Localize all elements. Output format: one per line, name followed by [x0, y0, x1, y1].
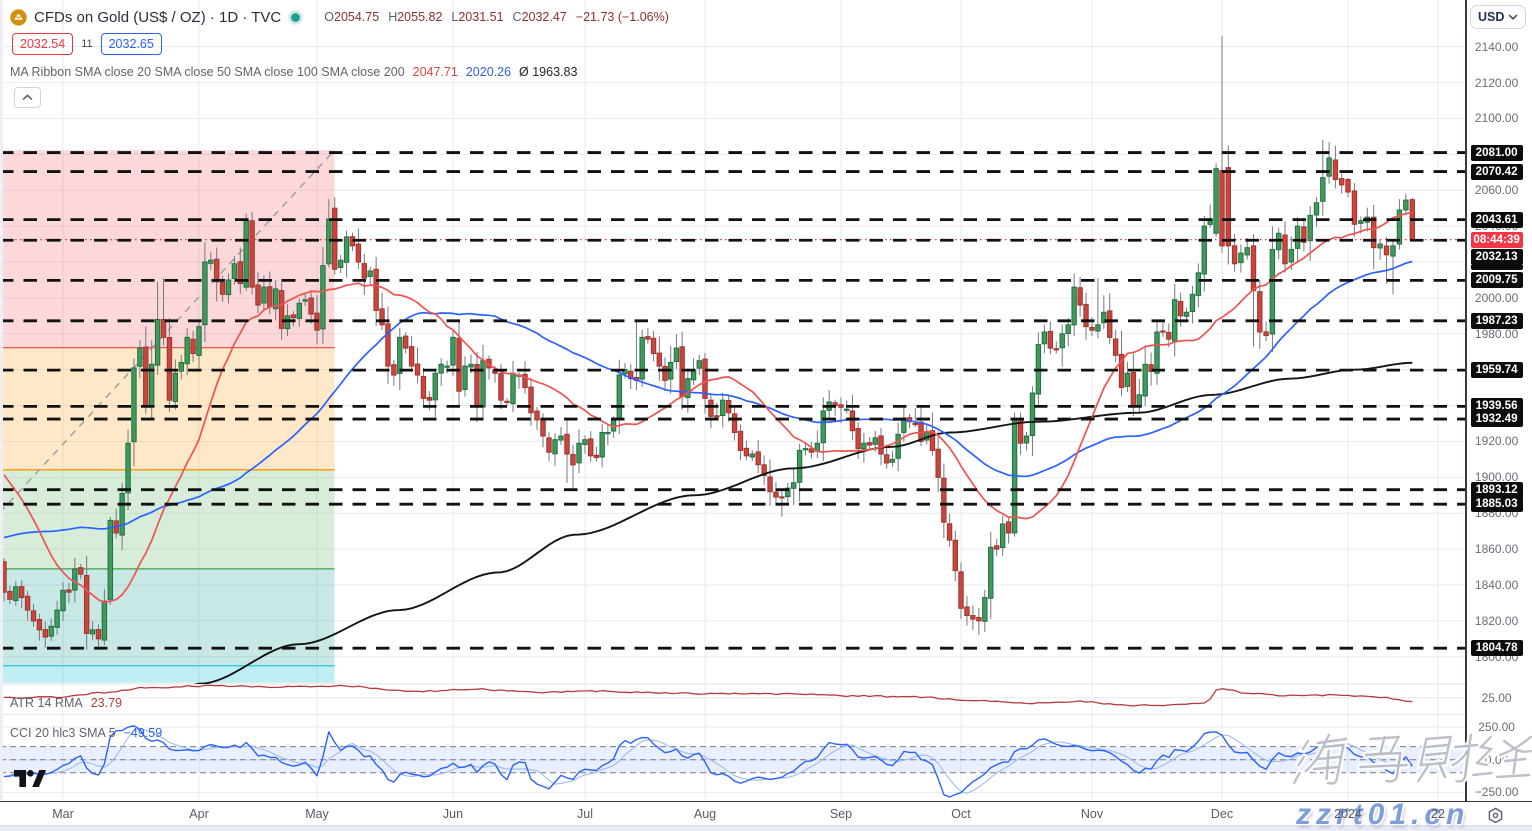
price-axis-border [1465, 0, 1467, 801]
atr-indicator-legend: ATR 14 RMA 23.79 [10, 695, 122, 711]
zone-drawing[interactable] [0, 149, 336, 683]
time-axis-label: Dec [1210, 807, 1234, 821]
price-scale-label: 1920.00 [1474, 434, 1519, 449]
atr-line [3, 684, 1413, 707]
chevron-down-icon [1508, 14, 1518, 20]
price-scale-label: 2140.00 [1474, 39, 1519, 54]
sma-20-line [3, 211, 1413, 604]
price-level-badge[interactable]: 2070.42 [1470, 163, 1523, 180]
price-scale-label: 1900.00 [1474, 470, 1519, 485]
ohlc-open: O 2054.75 [324, 10, 380, 24]
cci-line [3, 725, 1413, 798]
cci-indicator-legend: CCI 20 hlc3 SMA 5 −49.59 [10, 725, 162, 741]
symbol-legend-row: CFDs on Gold (US$ / OZ) · 1D · TVC O 2054… [10, 6, 669, 28]
site-watermark: zzrt01.cn [1296, 798, 1470, 831]
cci-scale-label: 250.00 [1478, 719, 1515, 734]
price-scale-label: 1980.00 [1474, 326, 1519, 341]
price-level-badge[interactable]: 1893.12 [1470, 481, 1523, 498]
price-level-badge[interactable]: 2009.75 [1470, 272, 1523, 289]
left-edge-strip [0, 0, 3, 800]
time-axis-label: Aug [693, 807, 717, 821]
ma-ribbon-sma20-value: 2047.71 [412, 65, 458, 79]
bar-countdown-badge[interactable]: 08:44:39 [1470, 232, 1523, 249]
chevron-up-icon [22, 94, 33, 101]
price-scale-label: 2100.00 [1474, 111, 1519, 126]
price-scale-label: 2120.00 [1474, 75, 1519, 90]
price-level-badge[interactable]: 1987.23 [1470, 312, 1523, 329]
price-level-badge[interactable]: 2032.65 [1470, 265, 1523, 270]
bottom-toolbar-strip [0, 824, 1532, 831]
tradingview-logo[interactable] [14, 770, 46, 789]
time-axis-label: May [305, 807, 329, 821]
time-axis-label: Oct [951, 807, 971, 821]
price-level-badge[interactable]: 2043.61 [1470, 211, 1523, 228]
atr-scale-label: 25.00 [1481, 690, 1512, 705]
ma-ribbon-label[interactable]: MA Ribbon SMA close 20 SMA close 50 SMA … [10, 65, 405, 79]
time-axis-label: Jun [442, 807, 464, 821]
time-axis-separator [0, 800, 1532, 803]
ohlc-close: C 2032.47 [512, 10, 567, 24]
price-scale-label: 2000.00 [1474, 290, 1519, 305]
chart-plot-area[interactable] [0, 0, 1465, 801]
gear-icon[interactable] [1487, 807, 1504, 824]
sell-button[interactable]: 2032.54 [12, 33, 74, 55]
ma-ribbon-legend: MA Ribbon SMA close 20 SMA close 50 SMA … [10, 63, 577, 81]
price-scale-label: 1840.00 [1474, 578, 1519, 592]
sma-200-line [193, 361, 1413, 684]
time-axis-label: Apr [189, 807, 209, 821]
time-axis[interactable]: Mar Apr May Jun Jul Aug Sep Oct Nov Dec 2024 22 [0, 803, 1532, 824]
price-scale-label: 2060.00 [1474, 183, 1519, 198]
ma-ribbon-sma200-value: Ø 1963.83 [519, 65, 578, 79]
cci-value: −49.59 [123, 725, 163, 740]
grid [0, 0, 1465, 801]
price-level-badge[interactable]: 2032.13 [1470, 248, 1523, 265]
time-axis-label: 22 [1431, 807, 1445, 821]
time-axis-label: Mar [52, 807, 74, 821]
time-axis-label: 2024 [1334, 807, 1362, 821]
price-axis[interactable]: 1800.00 1820.00 1840.00 1860.00 1880.00 1900.… [1467, 0, 1532, 801]
ohlc-change: −21.73 (−1.06%) [575, 10, 669, 24]
price-level-badge[interactable]: 1939.56 [1470, 398, 1523, 415]
price-scale-label: 1860.00 [1474, 542, 1519, 557]
symbol-title[interactable]: CFDs on Gold (US$ / OZ) · 1D · TVC [34, 8, 282, 26]
atr-value: 23.79 [90, 695, 122, 710]
price-level-badge[interactable]: 1932.49 [1470, 411, 1523, 428]
atr-label[interactable]: ATR 14 RMA [10, 695, 83, 710]
spread-value: 11 [81, 38, 93, 50]
time-axis-label: Nov [1080, 807, 1104, 821]
trade-widget: 2032.54 11 2032.65 [12, 32, 162, 56]
price-level-badge[interactable]: 1804.78 [1470, 640, 1523, 657]
currency-label: USD [1478, 10, 1505, 24]
ma-ribbon-sma50-value: 2020.26 [465, 65, 512, 79]
market-open-dot[interactable] [288, 9, 303, 25]
ohlc-readout: O 2054.75 H 2055.82 L 2031.51 C 2032.47 −21.… [324, 10, 669, 24]
collapse-indicators-button[interactable] [14, 87, 41, 108]
time-axis-label: Jul [577, 807, 593, 821]
price-level-badge[interactable]: 2081.00 [1470, 144, 1523, 161]
ohlc-high: H 2055.82 [388, 10, 443, 24]
currency-selector[interactable]: USD [1470, 5, 1526, 29]
price-level-badge[interactable]: 1959.74 [1470, 362, 1523, 379]
ohlc-low: L 2031.51 [451, 10, 504, 24]
buy-button[interactable]: 2032.65 [100, 33, 162, 55]
cci-scale-label: −250.00 [1474, 785, 1519, 800]
sma-50-line [3, 260, 1413, 539]
cci-band [0, 746, 1465, 774]
brand-watermark-cjk [1290, 731, 1532, 787]
price-level-badge[interactable]: 1885.03 [1470, 496, 1523, 513]
cci-label[interactable]: CCI 20 hlc3 SMA 5 [10, 725, 116, 740]
price-scale-label: 1820.00 [1474, 613, 1519, 628]
gold-coin-icon [10, 8, 27, 26]
time-axis-label: Sep [829, 807, 853, 821]
